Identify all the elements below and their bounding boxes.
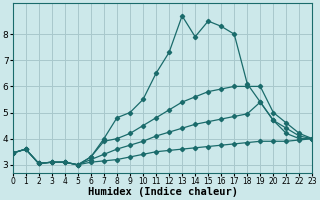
X-axis label: Humidex (Indice chaleur): Humidex (Indice chaleur)	[88, 187, 237, 197]
